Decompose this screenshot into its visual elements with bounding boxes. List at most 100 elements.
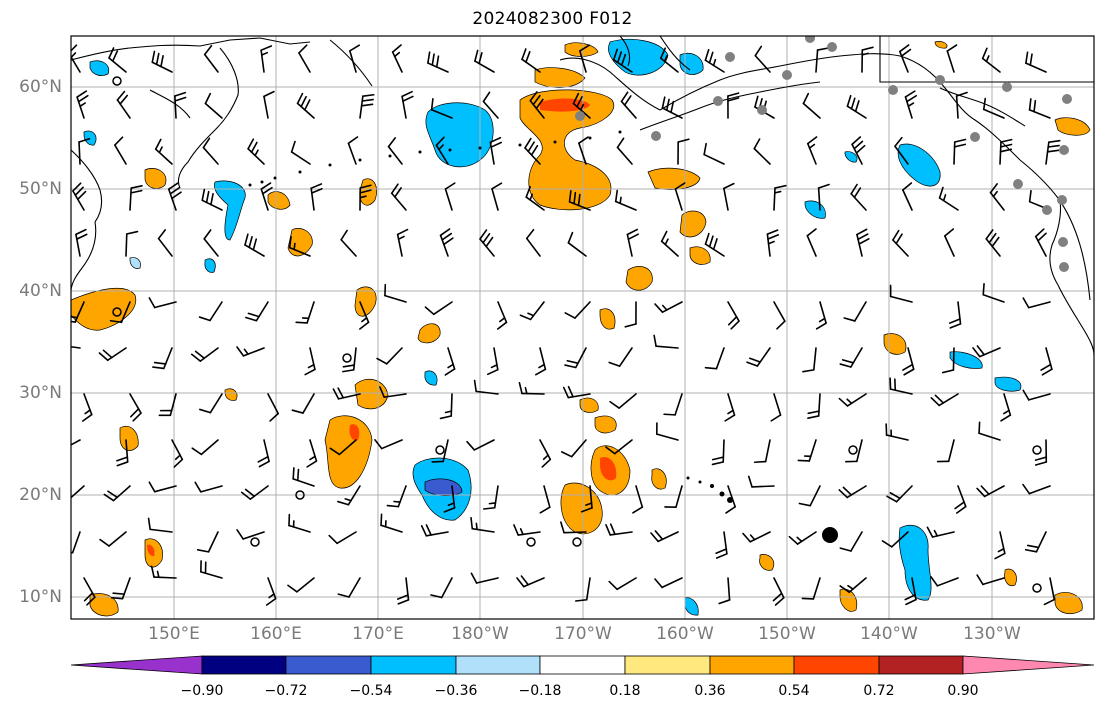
wind-barb bbox=[310, 183, 323, 211]
wind-barb bbox=[196, 531, 219, 553]
colorbar-tick-label: 0.18 bbox=[609, 683, 641, 699]
wind-barb bbox=[742, 531, 771, 543]
lat-label-20n: 20°N bbox=[19, 485, 62, 505]
wind-barb bbox=[152, 347, 173, 370]
wind-barb bbox=[148, 297, 177, 309]
lat-label-40n: 40°N bbox=[19, 281, 62, 301]
wind-barb bbox=[329, 439, 357, 456]
wind-barb bbox=[727, 92, 740, 119]
wind-barb bbox=[332, 387, 361, 400]
wind-barb bbox=[424, 301, 453, 316]
wind-barb bbox=[199, 393, 223, 414]
wind-barb bbox=[976, 574, 1005, 586]
wind-barb bbox=[444, 182, 456, 211]
wind-barb bbox=[772, 577, 785, 606]
wind-barb bbox=[838, 485, 867, 499]
wind-barb bbox=[288, 513, 311, 533]
wind-barb bbox=[660, 47, 679, 73]
wind-barb bbox=[290, 140, 311, 165]
wind-barb bbox=[1028, 98, 1051, 119]
wind-barbs bbox=[71, 44, 1061, 606]
wind-barb bbox=[304, 347, 316, 376]
wind-barb bbox=[994, 531, 1006, 560]
wind-barb bbox=[439, 393, 453, 420]
coastlines bbox=[71, 36, 1094, 356]
wind-barb bbox=[727, 301, 740, 330]
wind-barb bbox=[562, 385, 591, 399]
wind-barb bbox=[337, 577, 361, 598]
wind-barb bbox=[938, 186, 959, 211]
wind-barb bbox=[747, 475, 775, 488]
wind-barb bbox=[470, 572, 499, 584]
wind-barb bbox=[904, 577, 917, 606]
wind-barb bbox=[129, 393, 142, 422]
wind-barb bbox=[200, 560, 223, 579]
wind-barb bbox=[815, 301, 827, 330]
wind-barb bbox=[902, 347, 915, 376]
wind-barb bbox=[380, 513, 403, 533]
lon-label-170w: 170°W bbox=[554, 624, 612, 644]
wind-barb bbox=[660, 230, 679, 257]
wind-barb bbox=[525, 185, 545, 211]
wind-barb bbox=[71, 345, 81, 349]
wind-barb bbox=[328, 531, 357, 545]
wind-barb bbox=[157, 229, 173, 257]
wind-barb bbox=[474, 49, 495, 73]
wind-barb bbox=[486, 347, 499, 376]
wind-barb bbox=[245, 301, 269, 322]
wind-barb bbox=[654, 301, 683, 313]
wind-barb bbox=[1040, 347, 1053, 376]
wind-barb bbox=[340, 229, 357, 257]
wind-barb bbox=[946, 44, 958, 73]
wind-barb bbox=[171, 439, 184, 468]
lon-label-140w: 140°W bbox=[860, 624, 918, 644]
wind-barb bbox=[981, 47, 1001, 73]
wind-barb bbox=[663, 393, 683, 416]
wind-barb bbox=[936, 439, 955, 463]
lat-label-30n: 30°N bbox=[19, 383, 62, 403]
wind-barb bbox=[125, 230, 139, 257]
wind-barb bbox=[999, 138, 1013, 165]
wind-barb bbox=[806, 136, 818, 165]
wind-barb bbox=[851, 136, 866, 165]
wind-barb bbox=[114, 136, 127, 165]
wind-barb bbox=[978, 421, 1001, 441]
colorbar-extend-low bbox=[70, 655, 203, 675]
wind-barb bbox=[240, 485, 269, 500]
wind-barb bbox=[656, 422, 679, 441]
wind-barb bbox=[766, 229, 779, 257]
lon-label-170e: 170°E bbox=[352, 624, 404, 644]
wind-barb bbox=[108, 47, 127, 73]
wind-barb bbox=[201, 188, 223, 211]
wind-barb bbox=[605, 523, 633, 536]
wind-barb bbox=[439, 228, 454, 257]
wind-barb bbox=[265, 577, 277, 606]
wind-barb bbox=[797, 439, 817, 462]
wind-barb bbox=[579, 44, 591, 73]
wind-barb bbox=[71, 531, 81, 554]
wind-barb bbox=[396, 577, 410, 605]
wind-barb bbox=[703, 142, 725, 165]
wind-barb bbox=[930, 393, 959, 407]
wind-barb bbox=[306, 439, 318, 468]
lat-label-10n: 10°N bbox=[19, 587, 62, 607]
wind-barb bbox=[148, 481, 177, 493]
colorbar-tick-label: 0.54 bbox=[778, 683, 810, 699]
wind-barb bbox=[850, 183, 867, 211]
wind-barb bbox=[98, 347, 127, 362]
lon-label-130w: 130°W bbox=[963, 624, 1021, 644]
wind-barb bbox=[941, 347, 955, 374]
wind-barb bbox=[154, 138, 173, 165]
colorbar-tick-label: −0.36 bbox=[434, 683, 478, 699]
wind-barb bbox=[881, 531, 909, 548]
wind-barb bbox=[798, 485, 821, 507]
lat-label-50n: 50°N bbox=[19, 179, 62, 199]
wind-barb bbox=[479, 229, 495, 257]
wind-barb bbox=[359, 93, 375, 119]
wind-barb bbox=[843, 301, 867, 322]
wind-barb bbox=[620, 91, 637, 119]
wind-barb bbox=[802, 347, 817, 373]
wind-barb bbox=[567, 231, 587, 257]
wind-barb bbox=[889, 284, 913, 303]
wind-barb bbox=[838, 393, 867, 407]
